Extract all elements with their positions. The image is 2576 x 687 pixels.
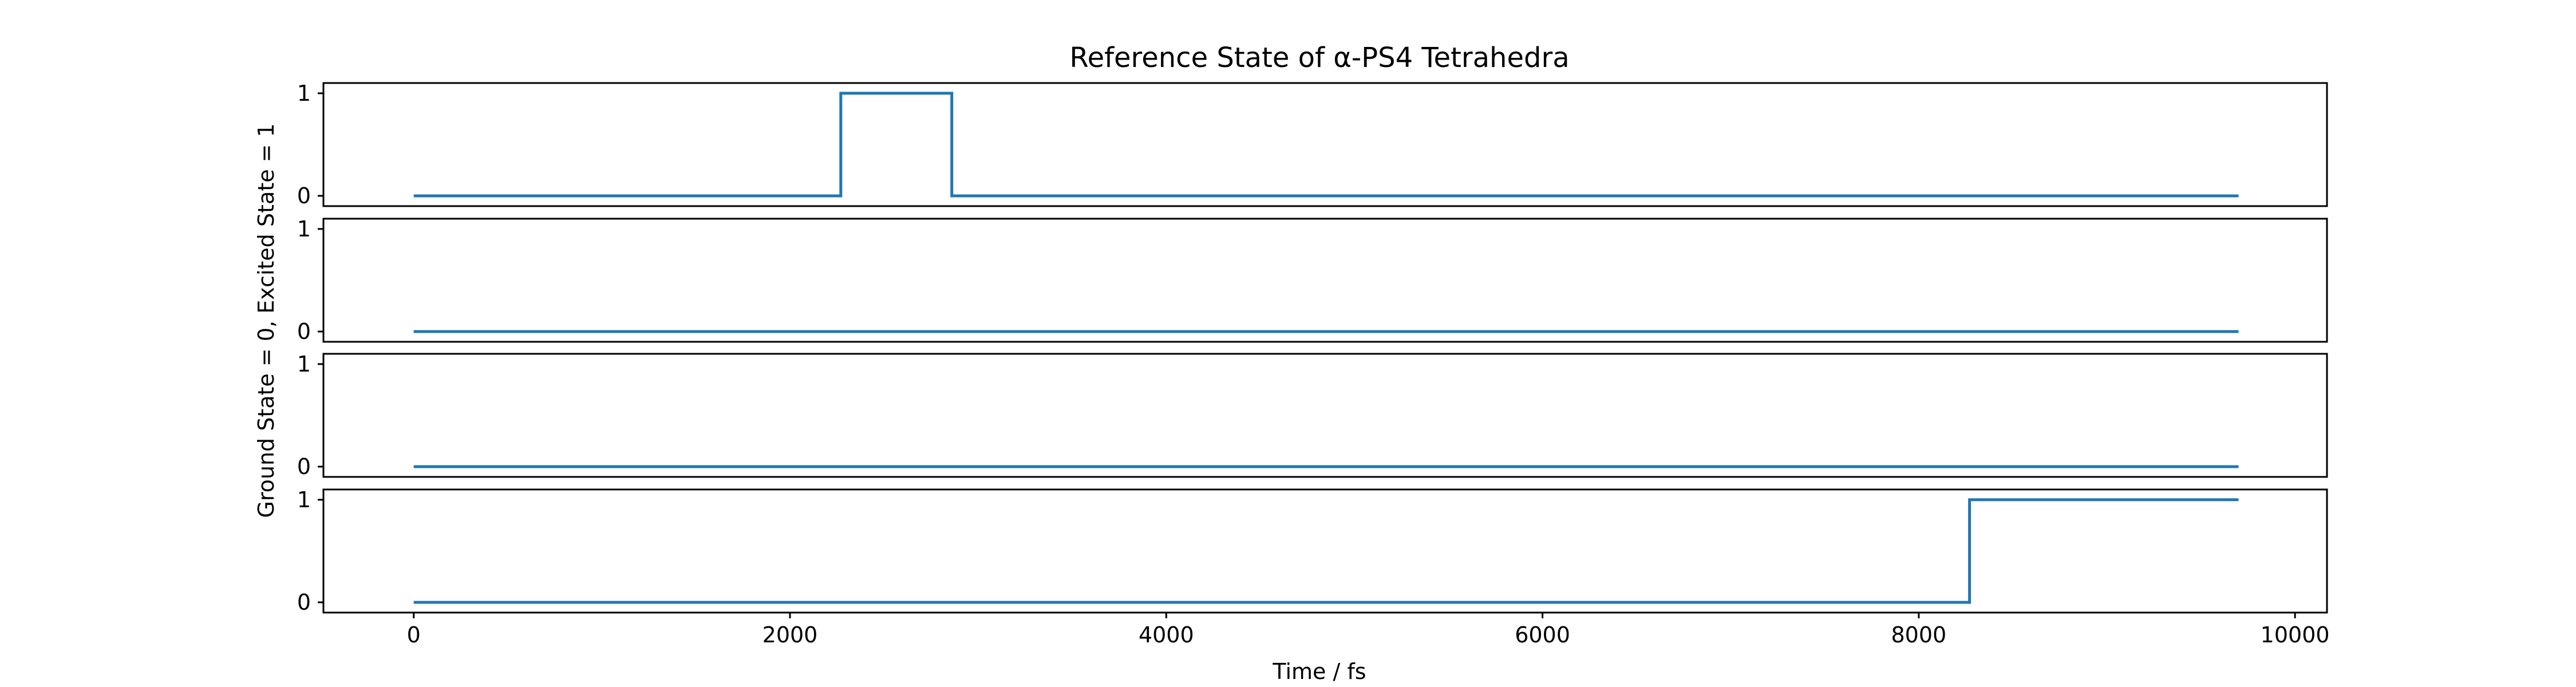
x-tick-label: 10000 bbox=[2261, 622, 2330, 647]
y-tick-label: 1 bbox=[297, 81, 311, 106]
x-tick-label: 6000 bbox=[1515, 622, 1570, 647]
subplot-2: 01 bbox=[297, 216, 2328, 344]
x-axis-label: Time / fs bbox=[1272, 659, 1366, 684]
subplot-frame bbox=[322, 353, 2328, 478]
y-tick-label: 0 bbox=[297, 590, 311, 615]
y-axis-label: Ground State = 0, Excited State = 1 bbox=[254, 123, 279, 518]
subplot-4: 0 1 0 2000 4000 6000 8000 10000 bbox=[297, 487, 2330, 647]
y-tick-label: 1 bbox=[297, 216, 311, 242]
x-tick-label: 0 bbox=[407, 622, 421, 647]
series-line bbox=[413, 498, 2239, 604]
y-tick-label: 1 bbox=[297, 487, 311, 512]
subplot-frame bbox=[322, 82, 2328, 207]
series-line bbox=[413, 92, 2239, 198]
y-tick-label: 0 bbox=[297, 183, 311, 208]
subplot-frame bbox=[322, 218, 2328, 343]
y-tick-label: 0 bbox=[297, 319, 311, 344]
x-tick-label: 4000 bbox=[1139, 622, 1194, 647]
x-tick-label: 8000 bbox=[1891, 622, 1946, 647]
subplot-frame bbox=[322, 488, 2328, 614]
chart-title: Reference State of α-PS4 Tetrahedra bbox=[1069, 42, 1569, 74]
y-tick-label: 0 bbox=[297, 454, 311, 479]
y-tick-label: 1 bbox=[297, 352, 311, 377]
subplot-1: 01 bbox=[297, 81, 2328, 208]
subplot-3: 01 bbox=[297, 352, 2328, 479]
x-tick-label: 2000 bbox=[762, 622, 818, 647]
